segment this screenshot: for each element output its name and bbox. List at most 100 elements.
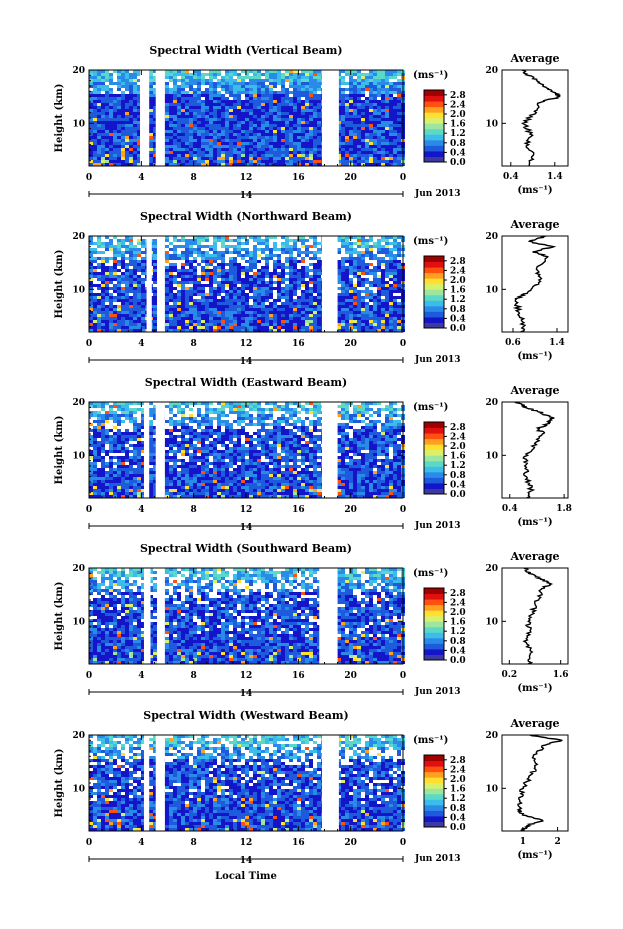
heatmap-cell xyxy=(257,311,261,314)
heatmap-cell xyxy=(237,329,241,332)
heatmap-cell xyxy=(221,130,225,133)
heatmap-cell xyxy=(105,76,109,79)
heatmap-cell xyxy=(261,284,265,287)
heatmap-cell xyxy=(97,447,101,450)
heatmap-cell xyxy=(105,411,109,414)
colorbar-band xyxy=(424,123,444,130)
heatmap-cell xyxy=(181,133,185,136)
heatmap-cell xyxy=(253,266,257,269)
heatmap-cell xyxy=(345,242,349,245)
heatmap-cell xyxy=(153,145,157,148)
heatmap-cell xyxy=(197,79,201,82)
heatmap-cell xyxy=(125,121,129,124)
heatmap-cell xyxy=(137,278,141,281)
heatmap-cell xyxy=(269,284,273,287)
heatmap-cell xyxy=(369,157,373,160)
heatmap-cell xyxy=(377,320,381,323)
heatmap-cell xyxy=(253,76,257,79)
colorbar-tick-label: 2.4 xyxy=(450,266,466,276)
heatmap-cell xyxy=(237,305,241,308)
heatmap-cell xyxy=(289,118,293,121)
heatmap-cell xyxy=(249,130,253,133)
heatmap-cell xyxy=(337,91,341,94)
x-tick-label: 0 xyxy=(400,173,406,183)
heatmap-cell xyxy=(357,251,361,254)
heatmap-cell xyxy=(221,281,225,284)
heatmap-cell xyxy=(177,311,181,314)
heatmap-cell xyxy=(189,308,193,311)
heatmap-cell xyxy=(117,275,121,278)
heatmap-cell xyxy=(357,281,361,284)
heatmap-cell xyxy=(357,106,361,109)
heatmap-cell xyxy=(341,115,345,118)
heatmap-cell xyxy=(97,242,101,245)
heatmap-cell xyxy=(181,94,185,97)
heatmap-cell xyxy=(293,302,297,305)
heatmap-cell xyxy=(249,70,253,73)
heatmap-cell xyxy=(149,82,153,85)
heatmap-cell xyxy=(237,121,241,124)
heatmap-cell xyxy=(109,305,113,308)
heatmap-cell xyxy=(397,278,401,281)
heatmap-cell xyxy=(125,157,129,160)
heatmap-cell xyxy=(237,308,241,311)
heatmap-cell xyxy=(293,148,297,151)
heatmap-cell xyxy=(129,82,133,85)
heatmap-cell xyxy=(229,329,233,332)
heatmap-cell xyxy=(261,103,265,106)
heatmap-cell xyxy=(233,88,237,91)
heatmap-cell xyxy=(113,290,117,293)
colorbar-tick-label: 0.0 xyxy=(450,324,466,334)
heatmap-cell xyxy=(245,305,249,308)
heatmap-cell xyxy=(341,281,345,284)
heatmap-cell xyxy=(237,320,241,323)
heatmap-cell xyxy=(173,127,177,130)
heatmap-cell xyxy=(209,118,213,121)
heatmap-cell xyxy=(385,130,389,133)
heatmap-cell xyxy=(241,326,245,329)
heatmap-cell xyxy=(205,320,209,323)
heatmap-cell xyxy=(265,163,269,166)
heatmap-cell xyxy=(153,100,157,103)
heatmap-cell xyxy=(117,97,121,100)
heatmap-cell xyxy=(253,151,257,154)
heatmap-cell xyxy=(285,109,289,112)
heatmap-cell xyxy=(357,79,361,82)
heatmap-cell xyxy=(137,133,141,136)
heatmap-cell xyxy=(337,326,341,329)
heatmap-cell xyxy=(113,314,117,317)
heatmap-cell xyxy=(93,103,97,106)
heatmap-cell xyxy=(313,103,317,106)
heatmap-cell xyxy=(105,91,109,94)
heatmap-cell xyxy=(341,239,345,242)
heatmap-cell xyxy=(121,251,125,254)
heatmap-cell xyxy=(181,142,185,145)
heatmap-cell xyxy=(249,257,253,260)
heatmap-cell xyxy=(237,314,241,317)
heatmap-cell xyxy=(105,73,109,76)
heatmap-cell xyxy=(93,411,97,414)
heatmap-cell xyxy=(377,151,381,154)
x-tick-label: 16 xyxy=(292,173,305,183)
heatmap-cell xyxy=(237,133,241,136)
heatmap-cell xyxy=(289,272,293,275)
heatmap-cell xyxy=(105,115,109,118)
heatmap-cell xyxy=(269,287,273,290)
heatmap-cell xyxy=(337,76,341,79)
heatmap-cell xyxy=(277,290,281,293)
heatmap-cell xyxy=(245,278,249,281)
heatmap-cell xyxy=(117,305,121,308)
heatmap-cell xyxy=(117,85,121,88)
heatmap-cell xyxy=(309,124,313,127)
heatmap-cell xyxy=(309,145,313,148)
heatmap-cell xyxy=(245,115,249,118)
heatmap-cell xyxy=(181,106,185,109)
heatmap-cell xyxy=(209,136,213,139)
heatmap-cell xyxy=(253,130,257,133)
heatmap-cell xyxy=(253,124,257,127)
heatmap-cell xyxy=(281,97,285,100)
heatmap-cell xyxy=(381,278,385,281)
heatmap-cell xyxy=(197,329,201,332)
heatmap-cell xyxy=(345,314,349,317)
heatmap-cell xyxy=(129,148,133,151)
